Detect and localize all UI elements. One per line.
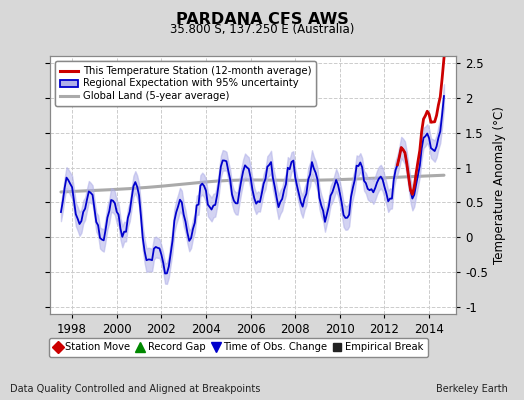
Text: PARDANA CFS AWS: PARDANA CFS AWS [176, 12, 348, 27]
Text: 35.800 S, 137.250 E (Australia): 35.800 S, 137.250 E (Australia) [170, 23, 354, 36]
Text: Berkeley Earth: Berkeley Earth [436, 384, 508, 394]
Text: Data Quality Controlled and Aligned at Breakpoints: Data Quality Controlled and Aligned at B… [10, 384, 261, 394]
Legend: This Temperature Station (12-month average), Regional Expectation with 95% uncer: This Temperature Station (12-month avera… [55, 61, 316, 106]
Y-axis label: Temperature Anomaly (°C): Temperature Anomaly (°C) [493, 106, 506, 264]
Legend: Station Move, Record Gap, Time of Obs. Change, Empirical Break: Station Move, Record Gap, Time of Obs. C… [49, 338, 428, 357]
